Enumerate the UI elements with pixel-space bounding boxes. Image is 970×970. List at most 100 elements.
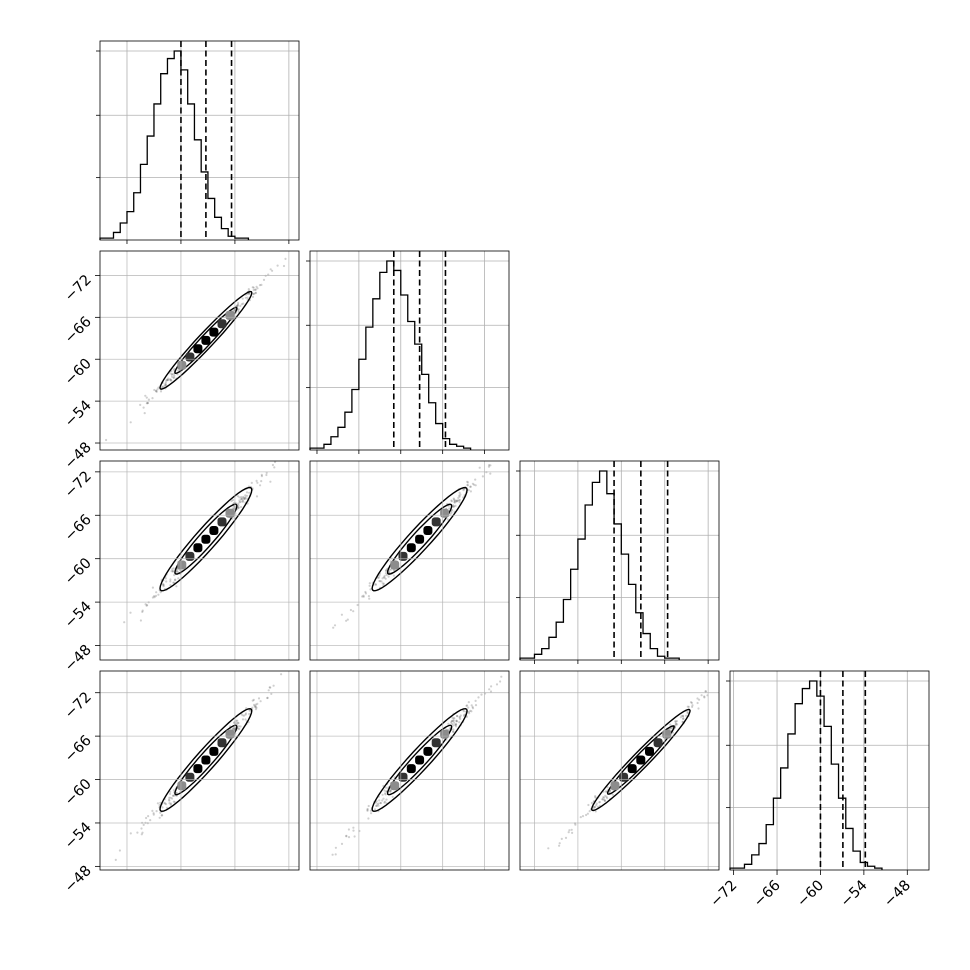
sample-point	[168, 796, 171, 799]
density-cell	[209, 327, 219, 337]
sample-point	[340, 613, 343, 616]
sample-point	[602, 796, 605, 799]
scatter-2-0-frame	[99, 460, 300, 661]
sample-point	[490, 685, 493, 688]
sample-point	[467, 489, 470, 492]
histogram-3-frame	[729, 670, 930, 871]
sample-point	[347, 828, 350, 831]
sample-point	[173, 574, 176, 577]
sample-point	[370, 812, 373, 815]
sample-point	[282, 264, 286, 268]
sample-point	[454, 725, 458, 728]
sample-point	[474, 478, 477, 481]
sample-point	[268, 686, 271, 689]
sample-point	[453, 501, 456, 504]
sample-point	[163, 801, 166, 805]
sample-point	[456, 499, 459, 502]
sample-point	[333, 624, 337, 627]
sample-point	[151, 397, 154, 400]
sample-point	[173, 800, 176, 804]
sample-point	[466, 484, 469, 487]
sample-point	[679, 716, 683, 719]
histogram-0-steps	[99, 50, 250, 240]
sample-point	[495, 683, 499, 686]
sample-point	[161, 806, 164, 809]
sample-point	[459, 493, 462, 496]
sample-point	[452, 719, 455, 722]
sample-point	[603, 798, 606, 801]
sample-point	[368, 584, 371, 587]
sample-point	[248, 491, 251, 494]
sample-point	[252, 286, 255, 289]
sample-point	[160, 814, 163, 817]
sample-point	[601, 798, 604, 801]
sample-point	[255, 495, 259, 498]
sample-point	[334, 846, 337, 849]
sample-point	[392, 574, 395, 577]
sample-point	[367, 595, 370, 598]
xtick-label: −48	[881, 878, 914, 911]
sample-point	[478, 466, 481, 469]
sample-point	[592, 806, 595, 809]
sample-point	[172, 581, 175, 584]
density-cell	[645, 746, 654, 756]
sample-point	[159, 811, 162, 814]
sample-point	[685, 714, 688, 717]
sample-point	[452, 728, 455, 731]
sample-point	[448, 507, 451, 510]
sample-point	[696, 701, 699, 705]
sample-point	[331, 853, 334, 856]
sample-point	[587, 803, 590, 807]
sample-point	[237, 303, 240, 306]
density-cell	[225, 508, 235, 518]
sample-point	[374, 583, 377, 586]
scatter-3-2-frame	[519, 670, 720, 871]
sample-point	[382, 576, 385, 579]
histogram-0-frame	[99, 40, 300, 241]
sample-point	[152, 813, 155, 816]
sample-point	[459, 714, 462, 717]
sample-point	[161, 814, 164, 817]
sample-point	[385, 573, 388, 577]
sample-point	[170, 373, 173, 376]
sample-point	[243, 497, 246, 500]
sample-point	[453, 501, 456, 504]
sample-point	[680, 714, 683, 717]
xtick-label: −54	[838, 878, 871, 911]
sample-point	[247, 288, 250, 291]
sample-point	[466, 481, 470, 484]
sample-point	[147, 815, 150, 818]
sample-point	[375, 804, 378, 808]
ytick-label: −72	[62, 689, 95, 722]
sample-point	[603, 796, 606, 799]
sample-point	[367, 817, 370, 820]
sample-point	[345, 835, 348, 838]
sample-point	[581, 815, 585, 818]
sample-point	[697, 707, 700, 710]
sample-point	[239, 725, 242, 728]
sample-point	[250, 481, 253, 484]
sample-point	[452, 724, 455, 727]
density-cell	[217, 517, 227, 527]
scatter-panel-3-0	[99, 670, 300, 871]
sample-point	[172, 376, 175, 379]
sample-point	[700, 694, 703, 697]
density-cell	[610, 781, 620, 791]
sample-point	[236, 304, 239, 307]
sample-point	[235, 721, 238, 724]
sample-point	[172, 794, 175, 797]
sample-point	[682, 715, 685, 718]
contour-inner	[386, 503, 453, 575]
sample-point	[162, 385, 165, 388]
sample-point	[165, 580, 168, 583]
sample-point	[172, 376, 175, 379]
sample-point	[364, 590, 367, 594]
density-cell	[177, 560, 187, 570]
sample-point	[239, 498, 243, 501]
sample-point	[465, 715, 468, 719]
sample-point	[174, 578, 177, 581]
sample-point	[237, 308, 240, 311]
sample-point	[571, 831, 574, 835]
sample-point	[257, 697, 261, 700]
sample-point	[458, 495, 461, 498]
